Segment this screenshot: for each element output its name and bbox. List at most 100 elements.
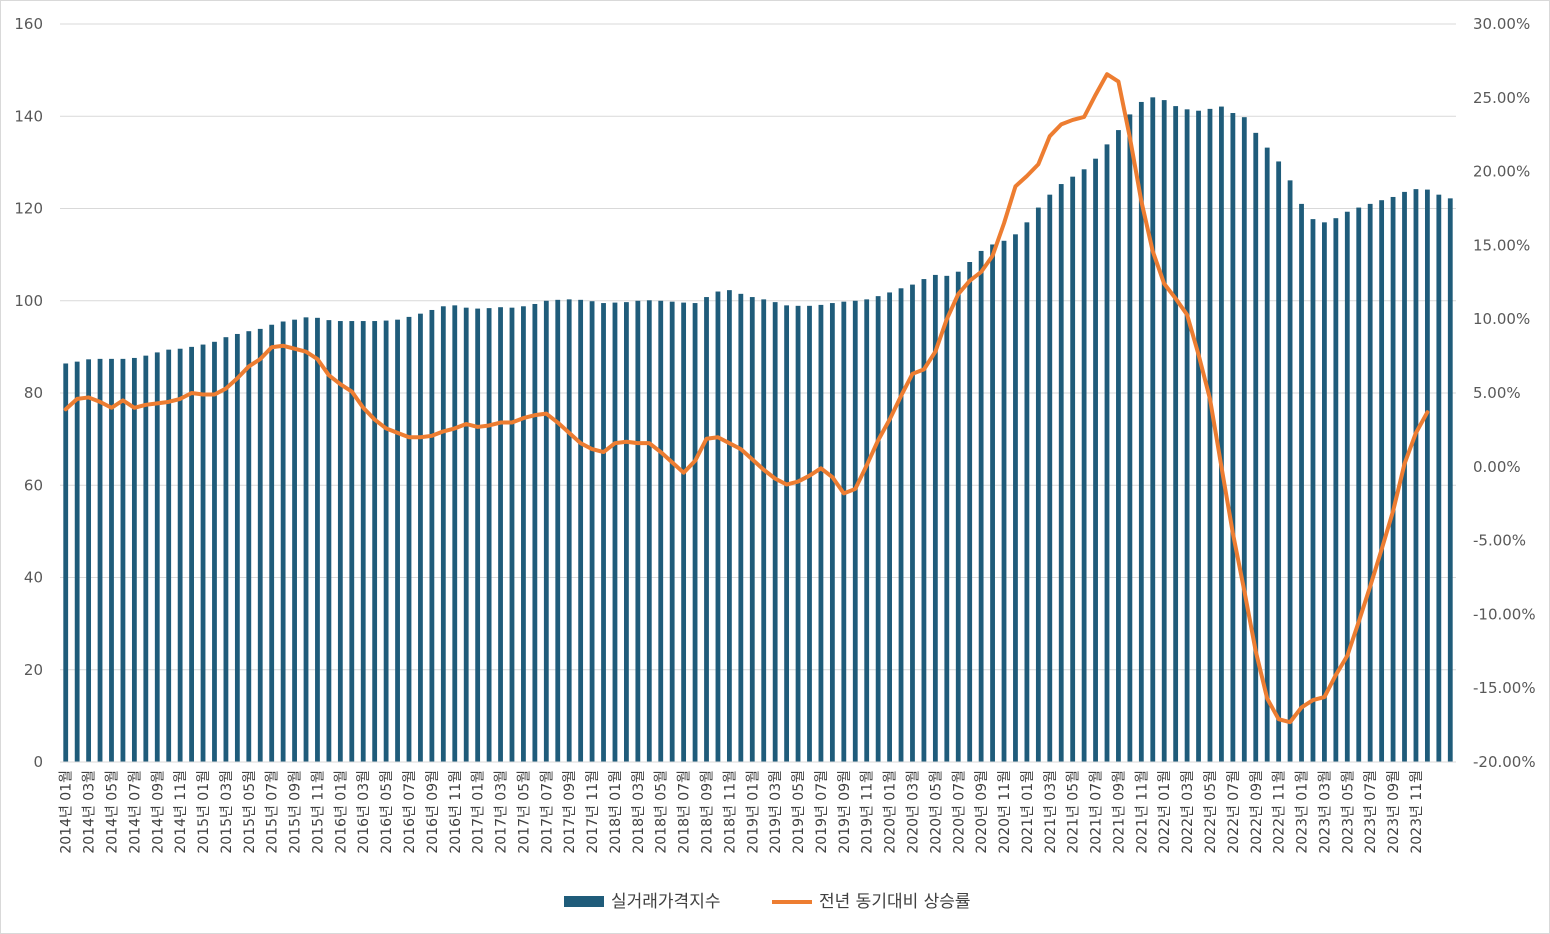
x-tick-label: 2021년 03월 — [1043, 770, 1059, 854]
bar — [532, 303, 538, 762]
bar-series — [63, 97, 1453, 763]
x-tick-label: 2017년 07월 — [539, 770, 555, 854]
bar — [1276, 161, 1282, 762]
bar — [475, 308, 481, 762]
bar — [1013, 234, 1018, 762]
bar — [1104, 144, 1110, 763]
y-right-tick-label: -20.00% — [1473, 753, 1536, 771]
bar — [440, 306, 446, 762]
bar — [646, 300, 652, 762]
bar — [543, 300, 549, 762]
x-tick-label: 2023년 03월 — [1317, 770, 1333, 854]
legend: 실거래가격지수 전년 동기대비 상승률 — [564, 892, 971, 912]
bar — [360, 321, 366, 762]
x-tick-label: 2021년 09월 — [1111, 770, 1127, 854]
x-tick-label: 2022년 03월 — [1180, 770, 1196, 854]
bar — [1093, 158, 1098, 762]
y-left-tick-label: 0 — [33, 753, 43, 771]
y-axis-right: -20.00% -15.00% -10.00% -5.00% 0.00% 5.00% 10.… — [1473, 15, 1536, 771]
x-tick-label: 2016년 05월 — [379, 770, 395, 854]
legend-label-bar: 실거래가격지수 — [611, 892, 720, 912]
x-tick-label: 2023년 07월 — [1363, 770, 1379, 854]
bar — [910, 284, 915, 762]
bar — [509, 307, 515, 762]
bar — [1219, 106, 1224, 763]
x-tick-label: 2015년 09월 — [288, 770, 304, 854]
bar — [200, 344, 206, 762]
y-right-tick-label: 30.00% — [1473, 15, 1530, 33]
x-tick-label: 2020년 11월 — [997, 770, 1013, 854]
bar — [1424, 189, 1430, 762]
bar — [337, 321, 343, 762]
x-tick-label: 2015년 07월 — [265, 770, 281, 854]
x-tick-label: 2019년 01월 — [745, 770, 761, 854]
bar — [1161, 100, 1167, 762]
bar — [120, 358, 126, 762]
x-tick-label: 2018년 05월 — [654, 770, 670, 854]
x-tick-label: 2018년 03월 — [631, 770, 647, 854]
y-right-tick-label: -5.00% — [1473, 532, 1526, 550]
x-tick-label: 2015년 05월 — [242, 770, 258, 854]
x-tick-label: 2018년 09월 — [700, 770, 716, 854]
bar — [967, 262, 973, 762]
bar — [372, 321, 378, 762]
x-tick-label: 2014년 03월 — [82, 770, 98, 854]
bar — [624, 302, 629, 762]
bar — [1070, 176, 1076, 762]
y-right-tick-label: 20.00% — [1473, 163, 1530, 181]
bar — [978, 250, 984, 762]
bar — [1138, 101, 1144, 763]
bar — [429, 309, 435, 762]
x-tick-label: 2023년 01월 — [1295, 770, 1311, 854]
bar — [1322, 222, 1327, 762]
x-tick-label: 2015년 11월 — [310, 770, 326, 854]
bar — [1047, 194, 1053, 763]
x-tick-label: 2018년 07월 — [677, 770, 693, 854]
bar — [498, 307, 503, 762]
bar — [669, 301, 675, 762]
bar — [921, 279, 927, 762]
x-tick-label: 2018년 11월 — [722, 770, 738, 854]
bar — [692, 303, 698, 762]
bar — [887, 292, 892, 762]
bar — [326, 320, 332, 762]
bar — [463, 307, 469, 762]
bar — [555, 299, 561, 762]
bar — [944, 275, 950, 762]
bar — [1184, 109, 1190, 763]
bar — [1127, 114, 1133, 762]
bar — [1253, 132, 1259, 763]
bar — [1447, 198, 1453, 763]
bar — [280, 321, 286, 762]
x-tick-label: 2022년 01월 — [1157, 770, 1173, 854]
x-tick-label: 2017년 05월 — [516, 770, 532, 854]
y-left-tick-label: 160 — [14, 15, 43, 33]
legend-label-line: 전년 동기대비 상승률 — [819, 892, 971, 912]
y-right-tick-label: 25.00% — [1473, 89, 1530, 107]
bar — [726, 290, 732, 762]
bar — [715, 291, 721, 762]
bar — [749, 297, 755, 762]
x-tick-label: 2014년 09월 — [150, 770, 166, 854]
bar — [898, 288, 904, 762]
bar — [1024, 222, 1030, 762]
x-tick-label: 2022년 11월 — [1272, 770, 1288, 854]
bar — [74, 361, 80, 762]
x-tick-label: 2019년 11월 — [860, 770, 876, 854]
line-path — [63, 72, 1430, 725]
bar — [955, 271, 961, 762]
bar — [1116, 130, 1121, 762]
bar — [1344, 211, 1350, 762]
bar — [932, 274, 938, 762]
bar — [1081, 169, 1087, 762]
x-tick-label: 2014년 01월 — [59, 770, 75, 854]
bar — [818, 304, 824, 762]
x-tick-label: 2021년 01월 — [1020, 770, 1036, 854]
bar — [303, 317, 309, 762]
bar — [86, 359, 92, 762]
bar — [269, 324, 275, 762]
x-tick-label: 2017년 03월 — [494, 770, 510, 854]
bar — [1287, 180, 1293, 762]
x-tick-label: 2023년 05월 — [1340, 770, 1356, 854]
x-tick-label: 2015년 01월 — [196, 770, 212, 854]
